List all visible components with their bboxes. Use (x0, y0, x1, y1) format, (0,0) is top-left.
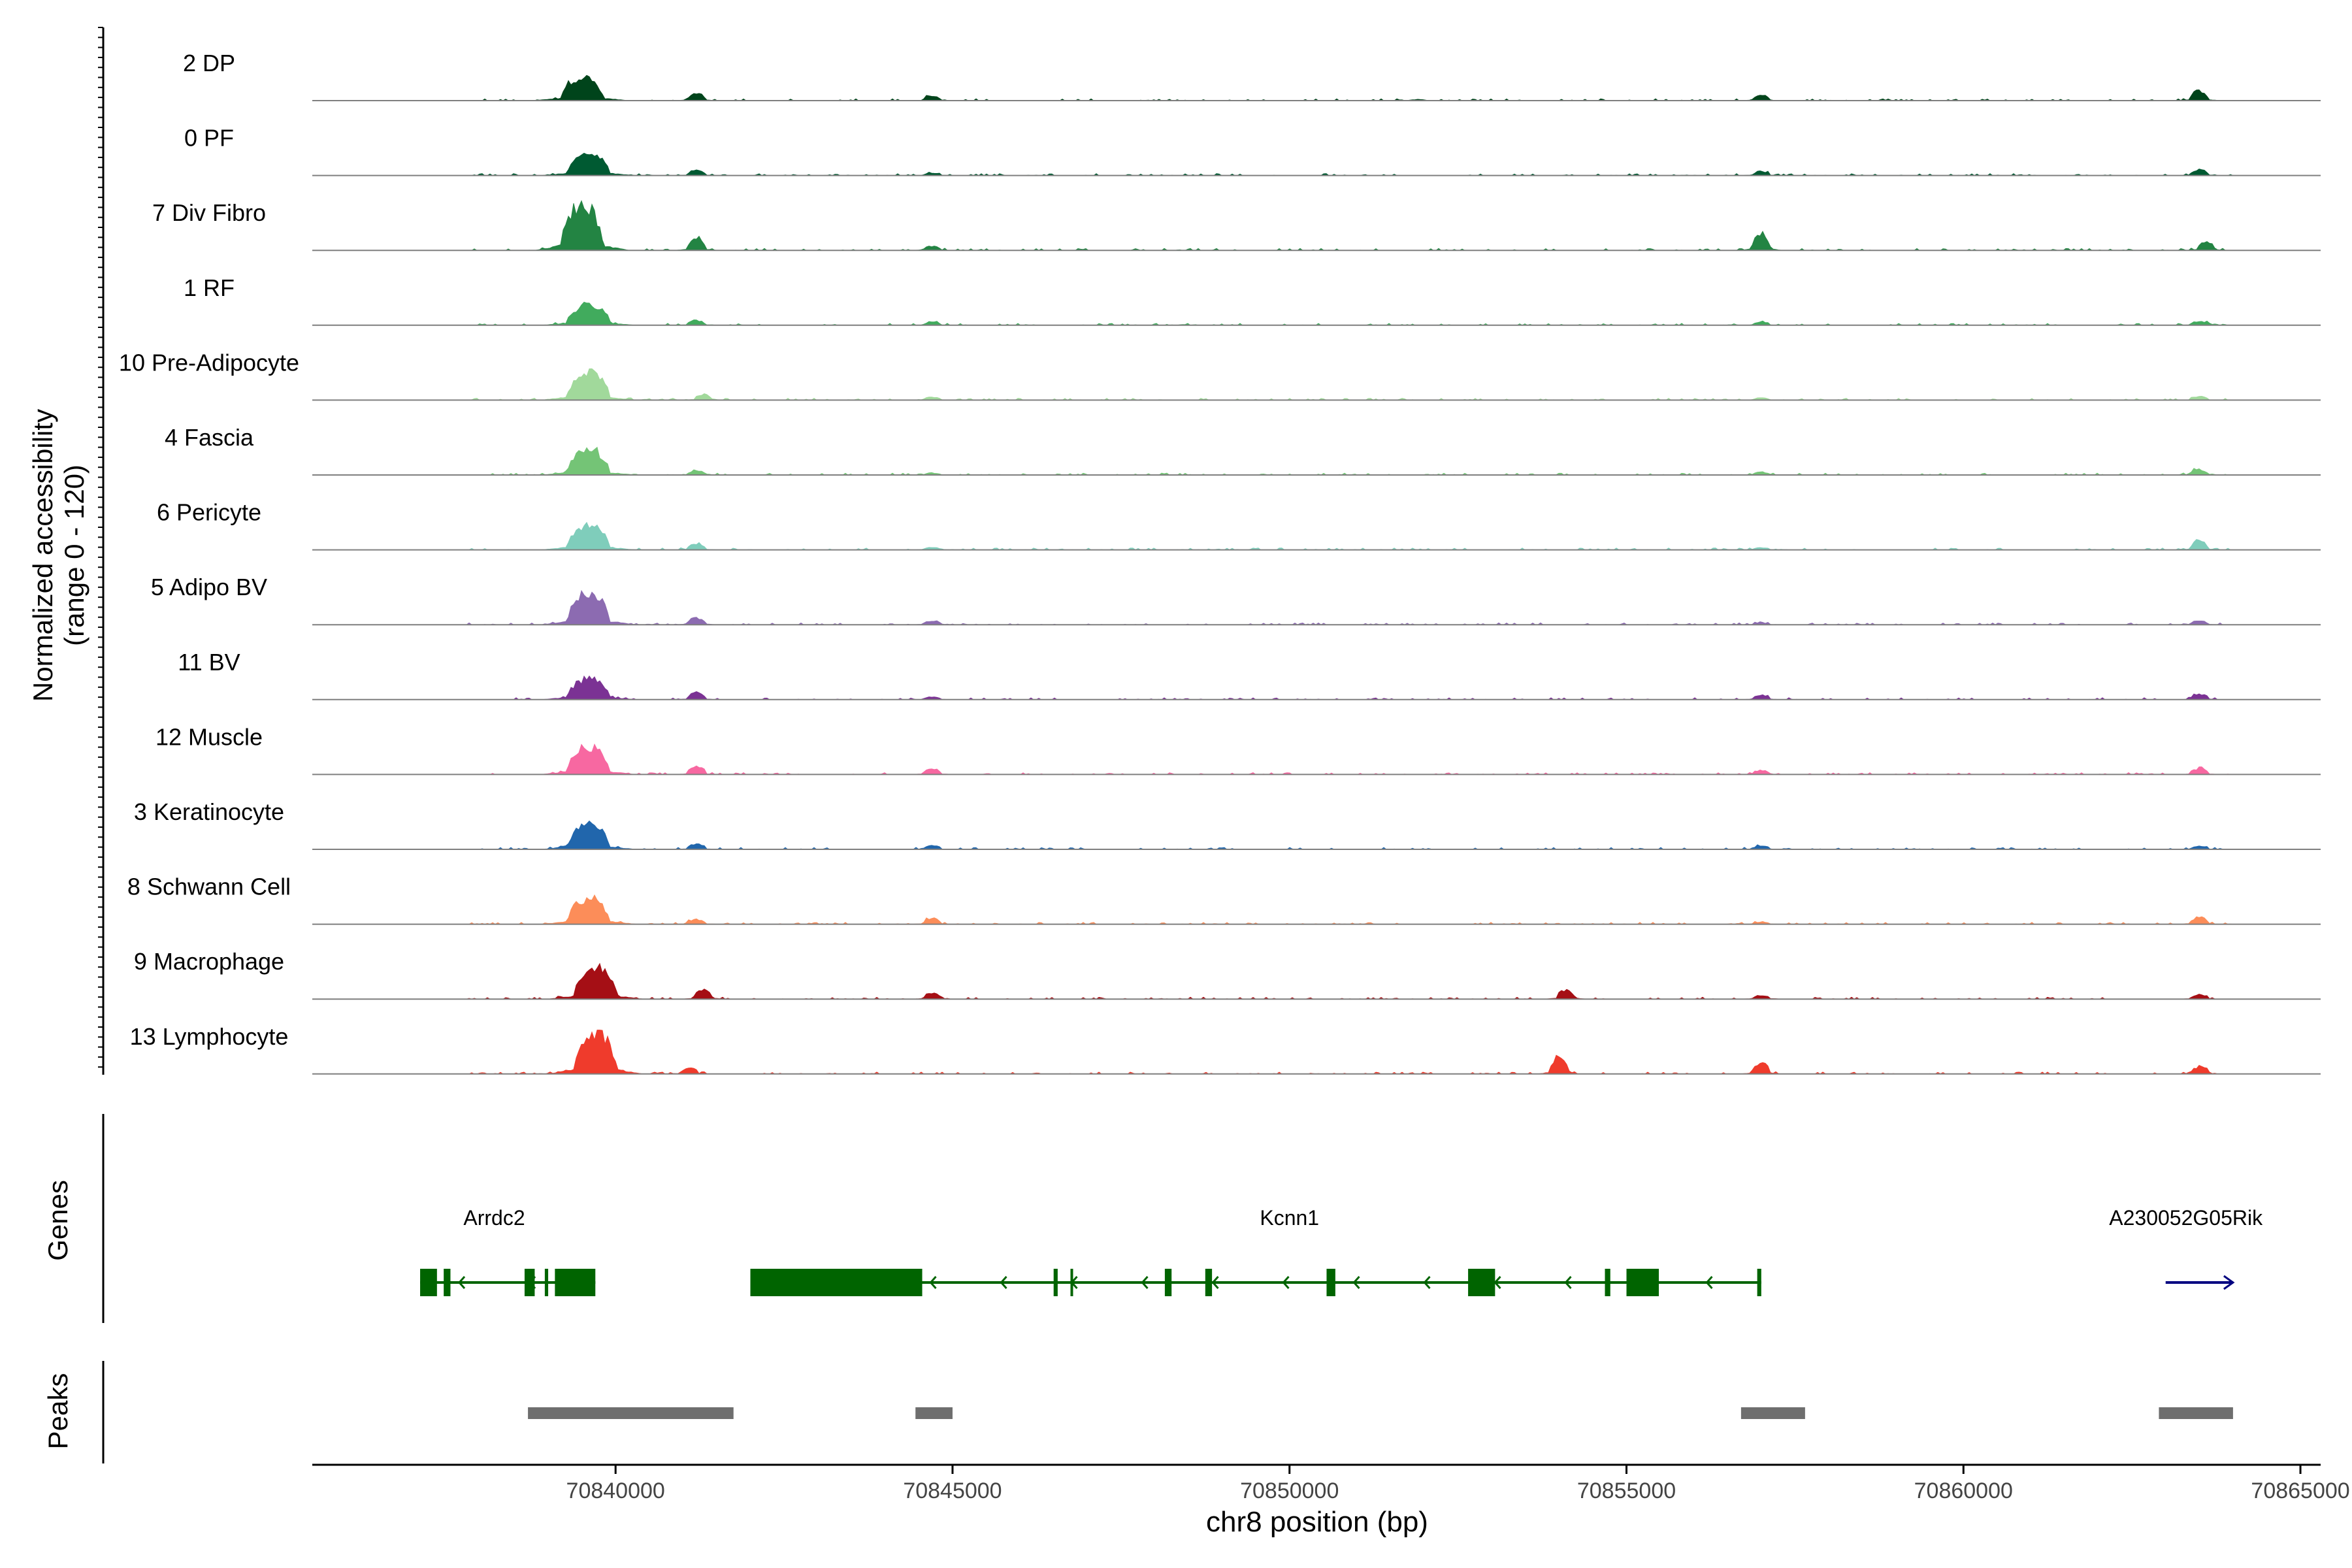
track-6-pericyte: 6 Pericyte (157, 499, 2321, 551)
track-9-macrophage: 9 Macrophage (134, 948, 2321, 1000)
track-7-div-fibro: 7 Div Fibro (152, 199, 2321, 252)
y-axis-ruler (98, 27, 105, 1075)
gene-exon (1164, 1269, 1172, 1296)
strand-arrow (929, 1276, 937, 1289)
coverage-tracks: 2 DP 0 PF 7 Div Fibro 1 RF 10 Pre-Adipocyte 4… (119, 50, 2321, 1075)
gene-exon (544, 1269, 549, 1296)
peak-region (915, 1407, 953, 1419)
track-label: 3 Keratinocyte (134, 798, 284, 825)
gene-exon (750, 1269, 923, 1296)
track-label: 0 PF (184, 125, 234, 152)
gene-a230052g05rik: A230052G05Rik (2109, 1206, 2263, 1290)
track-signal (312, 820, 2321, 850)
strand-arrow (2223, 1275, 2235, 1290)
gene-exon (1205, 1269, 1213, 1296)
track-signal (312, 590, 2321, 625)
gene-exon (1626, 1269, 1659, 1296)
gene-label: Kcnn1 (1260, 1206, 1319, 1230)
gene-exon (1605, 1269, 1610, 1296)
track-label: 1 RF (184, 274, 235, 301)
gene-kcnn1: Kcnn1 (750, 1206, 1761, 1296)
track-label: 11 BV (178, 649, 240, 676)
gene-exon (420, 1269, 437, 1296)
x-tick-label: 70840000 (566, 1478, 665, 1503)
track-label: 4 Fascia (165, 424, 254, 451)
y-axis-label: Normalized accessibility (range 0 - 120) (27, 409, 90, 702)
track-label: 5 Adipo BV (151, 574, 267, 600)
track-signal (312, 894, 2321, 925)
strand-arrow (458, 1276, 466, 1289)
strand-arrow (1211, 1276, 1219, 1289)
peak-region (2159, 1407, 2233, 1419)
gene-exon (1326, 1269, 1335, 1296)
track-signal (312, 1030, 2321, 1075)
x-tick-label: 70855000 (1577, 1478, 1676, 1503)
y-axis-title: Normalized accessibility (27, 409, 58, 702)
gene-label: Arrdc2 (463, 1206, 525, 1230)
strand-arrow (1564, 1276, 1572, 1289)
track-label: 2 DP (183, 50, 235, 76)
track-label: 9 Macrophage (134, 948, 284, 975)
y-axis-range: (range 0 - 120) (59, 465, 90, 646)
strand-arrow (1705, 1276, 1713, 1289)
peak-region (1740, 1407, 1805, 1419)
gene-exon (524, 1269, 535, 1296)
track-signal (312, 152, 2321, 176)
x-tick-label: 70850000 (1240, 1478, 1339, 1503)
gene-exon (444, 1269, 451, 1296)
track-signal (312, 521, 2321, 551)
track-signal (312, 200, 2321, 251)
gene-exon (1757, 1269, 1761, 1296)
track-signal (312, 301, 2321, 326)
track-signal (312, 368, 2321, 400)
genes-panel: Genes Arrdc2 Kcnn1 A230052G05Rik (42, 1114, 2263, 1323)
gene-exon (555, 1269, 596, 1296)
gene-exon (1070, 1269, 1073, 1296)
track-label: 10 Pre-Adipocyte (119, 349, 299, 376)
strand-arrow (1282, 1276, 1290, 1289)
x-tick-label: 70845000 (903, 1478, 1002, 1503)
peak-region (528, 1407, 734, 1419)
strand-arrow (1141, 1276, 1149, 1289)
track-5-adipo-bv: 5 Adipo BV (151, 574, 2321, 626)
track-8-schwann-cell: 8 Schwann Cell (127, 874, 2321, 925)
genes-panel-label: Genes (42, 1180, 73, 1261)
track-12-muscle: 12 Muscle (155, 723, 2321, 776)
x-axis-title: chr8 position (bp) (1206, 1506, 1428, 1538)
track-signal (312, 743, 2321, 775)
track-signal (312, 962, 2321, 1000)
peaks-panel: Peaks (42, 1361, 2233, 1463)
track-signal (312, 675, 2321, 700)
track-13-lymphocyte: 13 Lymphocyte (130, 1023, 2321, 1075)
x-tick-label: 70860000 (1914, 1478, 2013, 1503)
gene-arrdc2: Arrdc2 (420, 1206, 596, 1296)
strand-arrow (1423, 1276, 1431, 1289)
track-4-fascia: 4 Fascia (165, 424, 2321, 476)
x-axis: chr8 position (bp) 70840000 70845000 70850… (312, 1463, 2350, 1538)
gene-exon (1053, 1269, 1058, 1296)
track-1-rf: 1 RF (184, 274, 2321, 326)
x-tick-label: 70865000 (2251, 1478, 2349, 1503)
track-label: 7 Div Fibro (152, 199, 266, 226)
track-10-pre-adipocyte: 10 Pre-Adipocyte (119, 349, 2321, 401)
track-label: 13 Lymphocyte (130, 1023, 289, 1050)
track-signal (312, 74, 2321, 101)
track-label: 8 Schwann Cell (127, 874, 291, 900)
track-0-pf: 0 PF (184, 125, 2321, 176)
track-label: 12 Muscle (155, 723, 263, 750)
track-3-keratinocyte: 3 Keratinocyte (134, 798, 2321, 850)
gene-exon (1468, 1269, 1495, 1296)
peaks-panel-label: Peaks (42, 1373, 73, 1450)
track-label: 6 Pericyte (157, 499, 261, 526)
strand-arrow (1494, 1276, 1501, 1289)
gene-label: A230052G05Rik (2109, 1206, 2263, 1230)
track-signal (312, 446, 2321, 476)
strand-arrow (1352, 1276, 1360, 1289)
track-2-dp: 2 DP (183, 50, 2321, 101)
strand-arrow (1000, 1276, 1007, 1289)
track-11-bv: 11 BV (178, 649, 2321, 700)
